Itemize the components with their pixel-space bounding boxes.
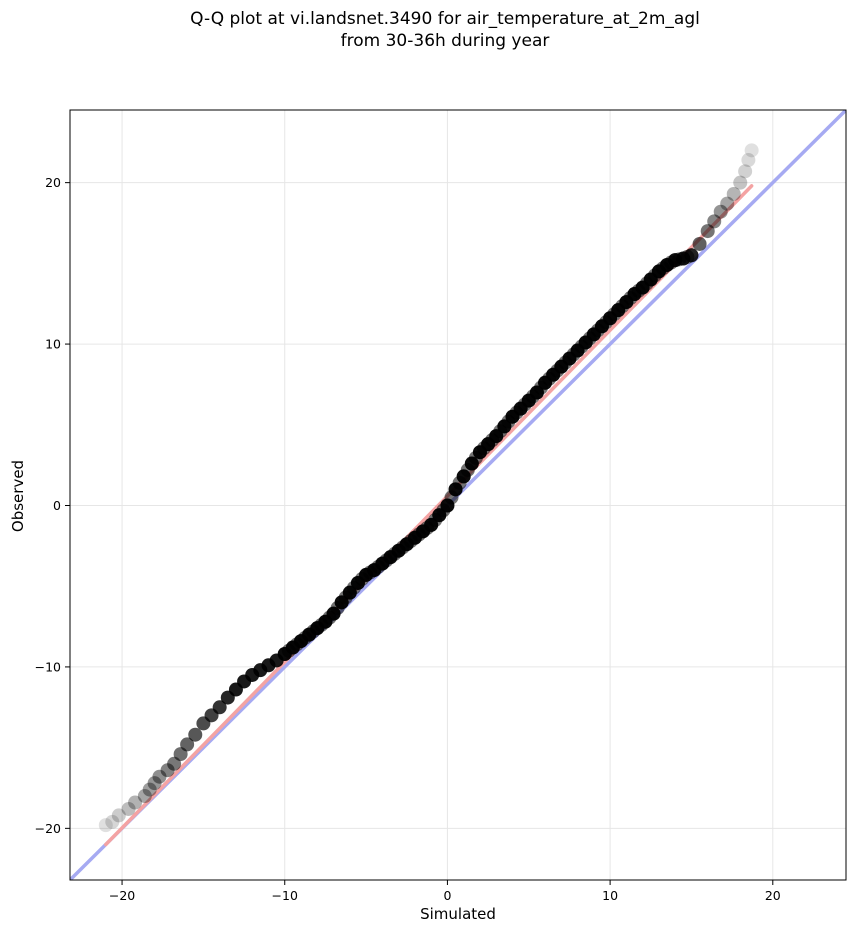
quantile-point bbox=[121, 801, 136, 816]
y-tick-label: −20 bbox=[35, 821, 61, 836]
quantile-point bbox=[111, 808, 126, 823]
plot-frame bbox=[69, 109, 847, 881]
x-tick-label: 0 bbox=[443, 888, 451, 903]
quantile-point bbox=[692, 236, 707, 251]
quantile-point bbox=[726, 186, 741, 201]
x-tick-label: 10 bbox=[602, 888, 618, 903]
y-tick-label: 10 bbox=[45, 337, 61, 352]
plot-area bbox=[70, 110, 846, 880]
quantile-point bbox=[713, 204, 728, 219]
quantile-point bbox=[128, 795, 143, 810]
quantile-point bbox=[738, 164, 753, 179]
quantile-point bbox=[105, 814, 120, 829]
quantile-point bbox=[212, 700, 227, 715]
quantile-point bbox=[684, 248, 699, 263]
quantile-point bbox=[98, 818, 113, 833]
chart-title-line-1: Q-Q plot at vi.landsnet.3490 for air_tem… bbox=[190, 9, 700, 29]
quantile-point bbox=[744, 143, 759, 158]
quantile-point bbox=[142, 782, 157, 797]
y-tick-label: 0 bbox=[53, 498, 61, 513]
x-tick-label: −10 bbox=[272, 888, 298, 903]
quantile-point bbox=[707, 214, 722, 229]
y-axis-label: Observed bbox=[9, 459, 27, 533]
fit-line bbox=[104, 184, 754, 847]
quantile-point bbox=[741, 153, 756, 168]
quantile-point bbox=[188, 727, 203, 742]
chart-title: Q-Q plot at vi.landsnet.3490 for air_tem… bbox=[0, 8, 854, 52]
x-tick-label: −20 bbox=[109, 888, 135, 903]
quantile-point bbox=[147, 776, 162, 791]
grid bbox=[70, 110, 846, 880]
x-axis-label: Simulated bbox=[420, 905, 496, 923]
quantile-point bbox=[137, 789, 152, 804]
chart-title-line-2: from 30-36h during year bbox=[340, 31, 550, 51]
y-tick-label: −10 bbox=[35, 659, 61, 674]
quantile-point bbox=[152, 769, 167, 784]
quantile-point bbox=[700, 224, 715, 239]
quantile-point bbox=[180, 737, 195, 752]
x-tick-label: 20 bbox=[765, 888, 781, 903]
quantile-point bbox=[720, 196, 735, 211]
y-tick-label: 20 bbox=[45, 175, 61, 190]
quantile-point bbox=[733, 175, 748, 190]
axis-ticks: −20 −10 0 10 20 −20 −10 0 10 20 bbox=[35, 175, 781, 903]
